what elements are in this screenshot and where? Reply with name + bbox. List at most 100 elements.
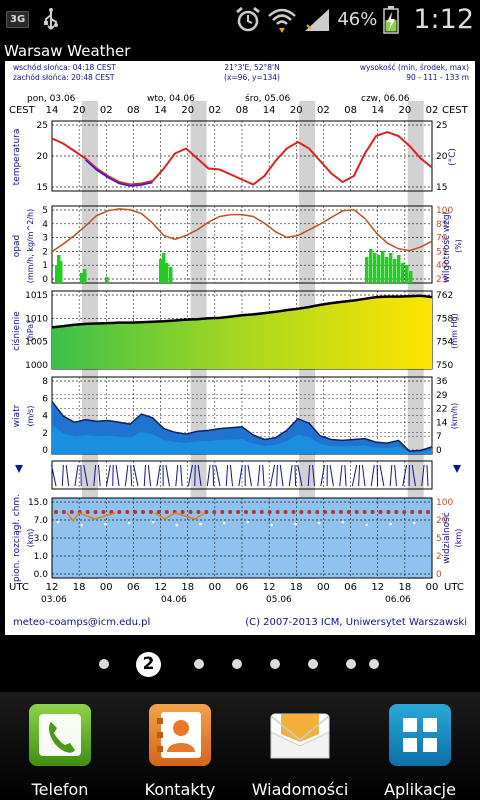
precip-bar <box>162 253 166 283</box>
wind-direction-arrow <box>247 464 252 487</box>
left-tick-label: 0 <box>42 275 48 285</box>
home-page-indicator[interactable]: 2 <box>0 650 480 678</box>
battery-charging-icon <box>383 5 400 34</box>
wind-direction-arrow <box>130 464 133 487</box>
precip-bar <box>369 249 373 283</box>
bottom-hour-label: 18 <box>181 582 194 593</box>
page-dot-current[interactable]: 2 <box>136 652 161 677</box>
page-dot-7[interactable] <box>346 659 356 669</box>
dock-app-phone[interactable]: Telefon <box>5 704 115 799</box>
top-hour-label: 14 <box>154 105 167 116</box>
top-hour-label: 14 <box>46 105 59 116</box>
bottom-hour-label: 12 <box>46 582 59 593</box>
wind-direction-arrow <box>51 464 57 487</box>
wind-direction-arrow <box>262 464 265 487</box>
page-dot-1[interactable] <box>99 659 109 669</box>
cloud-top-line <box>154 512 206 520</box>
right-tick-label: 55 <box>436 247 447 257</box>
visibility-dot <box>370 510 375 514</box>
left-tick-label: 0 <box>42 446 48 456</box>
page-dot-4[interactable] <box>232 659 242 669</box>
precip-bar <box>57 255 61 283</box>
apps-grid-icon[interactable] <box>389 704 451 766</box>
temperature-unit-label: (°C) <box>448 148 458 166</box>
precip-bar <box>401 263 405 283</box>
page-dot-3[interactable] <box>194 659 204 669</box>
wind-direction-arrow <box>402 464 408 487</box>
visibility-dot <box>291 510 296 514</box>
bottom-hour-label: 12 <box>154 582 167 593</box>
wind-direction-arrow <box>257 464 261 487</box>
cloud-base-dot <box>80 523 84 527</box>
contacts-icon[interactable] <box>149 704 211 766</box>
cloud-base-dot <box>365 523 368 527</box>
dock-label-phone: Telefon <box>31 780 89 799</box>
top-hour-label: 02 <box>426 105 439 116</box>
bottom-timezone-label-right: UTC <box>444 582 464 593</box>
bottom-hour-label: 12 <box>371 582 384 593</box>
top-day-label: wto, 04.06 <box>147 94 195 104</box>
left-tick-label: 7.0 <box>34 516 49 526</box>
messages-icon[interactable] <box>269 704 331 766</box>
wind-direction-arrow <box>74 464 79 487</box>
left-tick-label: 3.0 <box>34 534 49 544</box>
weather-meteogram-widget[interactable]: wschód słońca: 04:18 CEST zachód słońca:… <box>5 61 475 635</box>
wind-direction-arrow <box>379 464 385 487</box>
clock: 1:12 <box>413 4 474 35</box>
bottom-date-label: 05.06 <box>266 595 292 605</box>
cloud-base-dot <box>104 522 107 526</box>
wind-direction-arrow <box>225 464 229 487</box>
bottom-timezone-label-left: UTC <box>9 582 29 593</box>
visibility-axis-label: widzialność <box>441 512 452 564</box>
visibility-dot <box>69 510 74 514</box>
footer-email: meteo-coamps@icm.edu.pl <box>13 617 150 628</box>
right-tick-label: 15 <box>436 183 447 193</box>
precip-bar <box>389 253 393 283</box>
cloud-base-dot <box>389 522 392 526</box>
bottom-hour-label: 06 <box>344 582 357 593</box>
dock-app-contacts[interactable]: Kontakty <box>125 704 235 799</box>
dock-app-messages[interactable]: Wiadomości <box>245 704 355 799</box>
left-tick-label: 1015 <box>25 291 48 301</box>
precip-bar <box>80 273 84 283</box>
visibility-dot <box>307 510 312 514</box>
left-tick-label: 4 <box>42 220 48 230</box>
battery-percent: 46% <box>337 9 378 30</box>
wind-direction-arrow <box>394 464 397 487</box>
sunrise-text: wschód słońca: 04:18 CEST <box>13 63 116 72</box>
cloud-base-dot <box>317 521 321 525</box>
visibility-dot <box>141 510 146 514</box>
grid-point-text: (x=96, y=134) <box>224 73 280 82</box>
visibility-dot <box>228 510 233 514</box>
page-dot-5[interactable] <box>270 659 280 669</box>
top-hour-label: 08 <box>236 105 249 116</box>
visibility-dot <box>362 510 367 514</box>
dock-app-apps[interactable]: Aplikacje <box>365 704 475 799</box>
bottom-hour-label: 00 <box>100 582 113 593</box>
altitude-label: wysokość (min, środek, max) <box>360 63 469 72</box>
visibility-dot <box>338 510 343 514</box>
wind-direction-arrow <box>197 464 202 487</box>
right-tick-label: 754 <box>436 338 453 348</box>
status-bar[interactable]: 3G 46% 1:1 <box>0 0 480 38</box>
usb-icon <box>44 8 59 30</box>
left-tick-label: 15.0 <box>28 498 48 508</box>
precip-unit-label: (mm/h, kg/m^2/h) <box>26 209 35 283</box>
phone-icon[interactable] <box>29 704 91 766</box>
wind-direction-arrow <box>288 464 293 487</box>
wind-direction-arrow <box>294 464 297 487</box>
cloud-unit-label: (km) <box>26 529 35 548</box>
wind-direction-arrow <box>124 464 129 487</box>
cloud-base-dot <box>151 520 155 524</box>
page-dot-8[interactable] <box>369 659 379 669</box>
right-tick-label: 85 <box>436 220 447 230</box>
left-tick-label: 1005 <box>25 338 48 348</box>
wind-direction-arrow <box>276 464 278 487</box>
top-timezone-label-left: CEST <box>9 105 36 116</box>
right-tick-label: 2 <box>436 552 442 562</box>
cloud-base-dot <box>175 523 179 527</box>
temperature-axis-label: temperatura <box>12 129 22 186</box>
page-dot-6[interactable] <box>308 659 318 669</box>
wind-direction-arrow <box>238 464 243 487</box>
